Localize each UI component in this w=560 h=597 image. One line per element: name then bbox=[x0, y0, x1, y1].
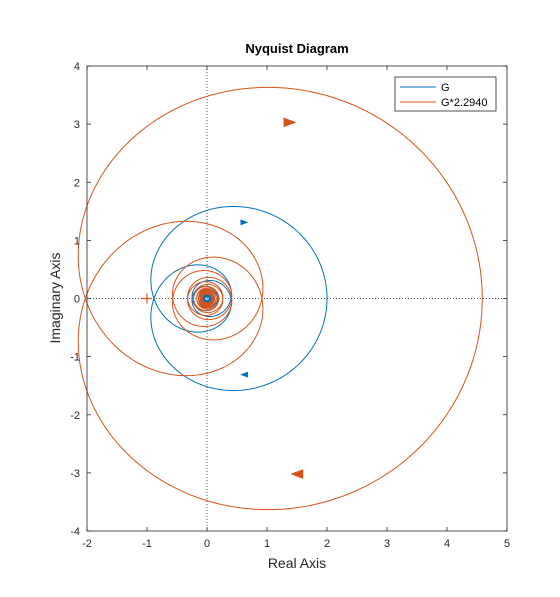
y-tick-label: 1 bbox=[74, 235, 80, 247]
x-tick-label: -1 bbox=[142, 538, 152, 550]
y-tick-label: -4 bbox=[70, 526, 80, 538]
critical-point-marker bbox=[142, 293, 152, 304]
x-axis-ticks: -2 -1 0 1 2 3 4 5 bbox=[82, 66, 510, 550]
x-tick-label: 3 bbox=[384, 538, 390, 550]
x-tick-label: 4 bbox=[444, 538, 450, 550]
y-tick-label: -1 bbox=[70, 352, 80, 364]
direction-arrow-0-1 bbox=[239, 371, 248, 378]
y-tick-label: -3 bbox=[70, 468, 80, 480]
x-tick-label: 0 bbox=[204, 538, 210, 550]
y-tick-label: -2 bbox=[70, 410, 80, 422]
x-tick-label: 2 bbox=[324, 538, 330, 550]
legend-box bbox=[394, 76, 497, 112]
direction-arrow-0-0 bbox=[240, 219, 249, 226]
y-tick-label: 4 bbox=[74, 61, 80, 73]
legend-label-g: G bbox=[441, 82, 450, 94]
y-tick-label: 2 bbox=[74, 177, 80, 189]
chart-title: Nyquist Diagram bbox=[245, 41, 348, 56]
series-line-1 bbox=[77, 86, 483, 511]
legend-label-g-scaled: G*2.2940 bbox=[441, 97, 487, 109]
y-axis-ticks: -4 -3 -2 -1 0 1 2 3 4 bbox=[70, 61, 507, 538]
y-tick-label: 3 bbox=[74, 119, 80, 131]
direction-arrow-1-0 bbox=[283, 117, 297, 128]
zero-reference-lines bbox=[87, 66, 507, 531]
x-tick-label: 5 bbox=[504, 538, 510, 550]
x-axis-label: Real Axis bbox=[268, 555, 326, 571]
y-tick-label: 0 bbox=[74, 294, 80, 306]
x-tick-label: -2 bbox=[82, 538, 92, 550]
legend: G G*2.2940 bbox=[394, 76, 497, 112]
direction-arrow-1-1 bbox=[290, 469, 304, 479]
series-line-0 bbox=[150, 205, 328, 392]
x-tick-label: 1 bbox=[264, 538, 270, 550]
nyquist-curves bbox=[77, 86, 483, 511]
direction-arrows bbox=[239, 117, 304, 479]
y-axis-label: Imaginary Axis bbox=[47, 252, 63, 343]
